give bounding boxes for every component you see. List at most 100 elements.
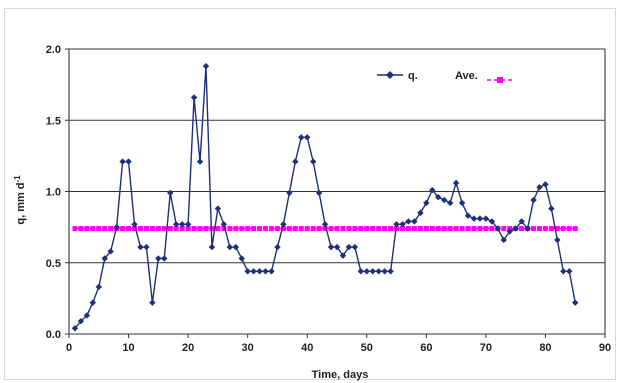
- point-ave-59: [423, 226, 429, 232]
- point-ave-16: [167, 226, 173, 232]
- point-q-17: [173, 221, 180, 228]
- point-ave-57: [411, 226, 417, 232]
- point-ave-67: [471, 226, 477, 232]
- point-ave-46: [346, 226, 352, 232]
- point-ave-18: [179, 226, 185, 232]
- point-ave-50: [370, 226, 376, 232]
- point-ave-47: [352, 226, 358, 232]
- x-tick-label-5: 50: [361, 342, 373, 354]
- x-tick-label-7: 70: [480, 342, 492, 354]
- point-ave-13: [149, 226, 155, 232]
- y-tick-label-1: 0.5: [46, 258, 61, 270]
- point-ave-80: [548, 226, 554, 232]
- point-ave-29: [245, 226, 251, 232]
- point-ave-15: [161, 226, 167, 232]
- point-ave-37: [292, 226, 298, 232]
- chart-frame: [4, 8, 616, 380]
- point-q-19: [184, 221, 192, 228]
- point-ave-25: [221, 226, 227, 232]
- point-q-62: [441, 196, 448, 204]
- point-ave-56: [405, 226, 411, 232]
- point-ave-44: [334, 226, 340, 232]
- point-q-77: [530, 196, 537, 204]
- point-ave-26: [227, 226, 233, 232]
- point-ave-31: [257, 226, 263, 232]
- point-q-64: [452, 179, 460, 187]
- point-q-82: [560, 268, 567, 275]
- point-q-47: [351, 243, 359, 251]
- point-q-4: [95, 283, 102, 291]
- point-ave-2: [84, 226, 90, 232]
- point-q-63: [446, 199, 454, 207]
- point-ave-53: [388, 226, 394, 232]
- point-ave-55: [400, 226, 406, 232]
- point-q-23: [208, 243, 216, 251]
- point-q-30: [250, 268, 257, 275]
- gridlines: [69, 48, 605, 335]
- point-ave-0: [72, 226, 78, 232]
- point-q-61: [435, 194, 442, 201]
- point-q-72: [500, 236, 507, 244]
- point-q-78: [536, 184, 543, 191]
- point-q-66: [464, 212, 472, 219]
- point-q-46: [345, 243, 353, 251]
- point-ave-77: [531, 226, 537, 232]
- y-tick-label-3: 1.5: [46, 115, 61, 127]
- point-q-48: [357, 268, 365, 275]
- point-q-51: [375, 268, 382, 275]
- point-ave-4: [96, 226, 102, 232]
- point-q-54: [393, 221, 400, 228]
- point-q-31: [256, 268, 263, 275]
- point-ave-70: [489, 226, 495, 232]
- point-q-27: [232, 243, 239, 251]
- point-ave-66: [465, 226, 471, 232]
- point-ave-81: [554, 226, 560, 232]
- point-q-81: [554, 236, 561, 244]
- y-tick-labels: 0.0 0.5 1.0 1.5 2.0: [46, 44, 69, 341]
- point-ave-9: [126, 226, 132, 232]
- x-tick-label-8: 80: [539, 342, 551, 354]
- point-q-9: [125, 158, 132, 165]
- point-q-40: [309, 158, 317, 165]
- point-q-45: [339, 252, 347, 259]
- point-ave-40: [310, 226, 316, 232]
- x-tick-label-6: 60: [420, 342, 432, 354]
- point-q-8: [119, 158, 126, 165]
- point-ave-60: [429, 226, 435, 232]
- point-ave-12: [143, 226, 149, 232]
- x-tick-label-0: 0: [66, 342, 72, 354]
- y-tick-label-2: 1.0: [46, 187, 61, 199]
- point-q-36: [286, 189, 293, 197]
- point-q-18: [178, 221, 186, 228]
- point-ave-42: [322, 226, 328, 232]
- point-q-5: [101, 255, 108, 262]
- point-q-76: [524, 225, 531, 232]
- y-tick-label-0: 0.0: [46, 329, 61, 341]
- point-ave-19: [185, 226, 191, 232]
- point-ave-49: [364, 226, 370, 232]
- point-q-20: [190, 94, 198, 101]
- point-q-38: [298, 134, 305, 141]
- point-q-79: [542, 181, 549, 188]
- point-q-53: [387, 268, 394, 275]
- x-tick-label-3: 30: [242, 342, 254, 354]
- point-ave-36: [286, 226, 292, 232]
- point-ave-82: [560, 226, 566, 232]
- legend-ave-label: Ave.: [455, 70, 478, 82]
- point-ave-64: [453, 226, 459, 232]
- point-ave-5: [102, 226, 108, 232]
- y-axis-title-superscript: -1: [13, 175, 22, 183]
- point-q-21: [196, 158, 204, 165]
- y-axis-title: q, mm d-1: [13, 175, 27, 225]
- point-q-6: [107, 248, 114, 255]
- point-ave-3: [90, 226, 96, 232]
- x-tick-label-9: 90: [599, 342, 611, 354]
- point-ave-14: [155, 226, 161, 232]
- x-tick-label-4: 40: [301, 342, 313, 354]
- point-q-10: [131, 221, 138, 228]
- point-q-59: [423, 199, 430, 207]
- point-ave-78: [536, 226, 542, 232]
- point-ave-84: [572, 226, 578, 232]
- point-ave-27: [233, 226, 239, 232]
- point-q-41: [315, 189, 323, 197]
